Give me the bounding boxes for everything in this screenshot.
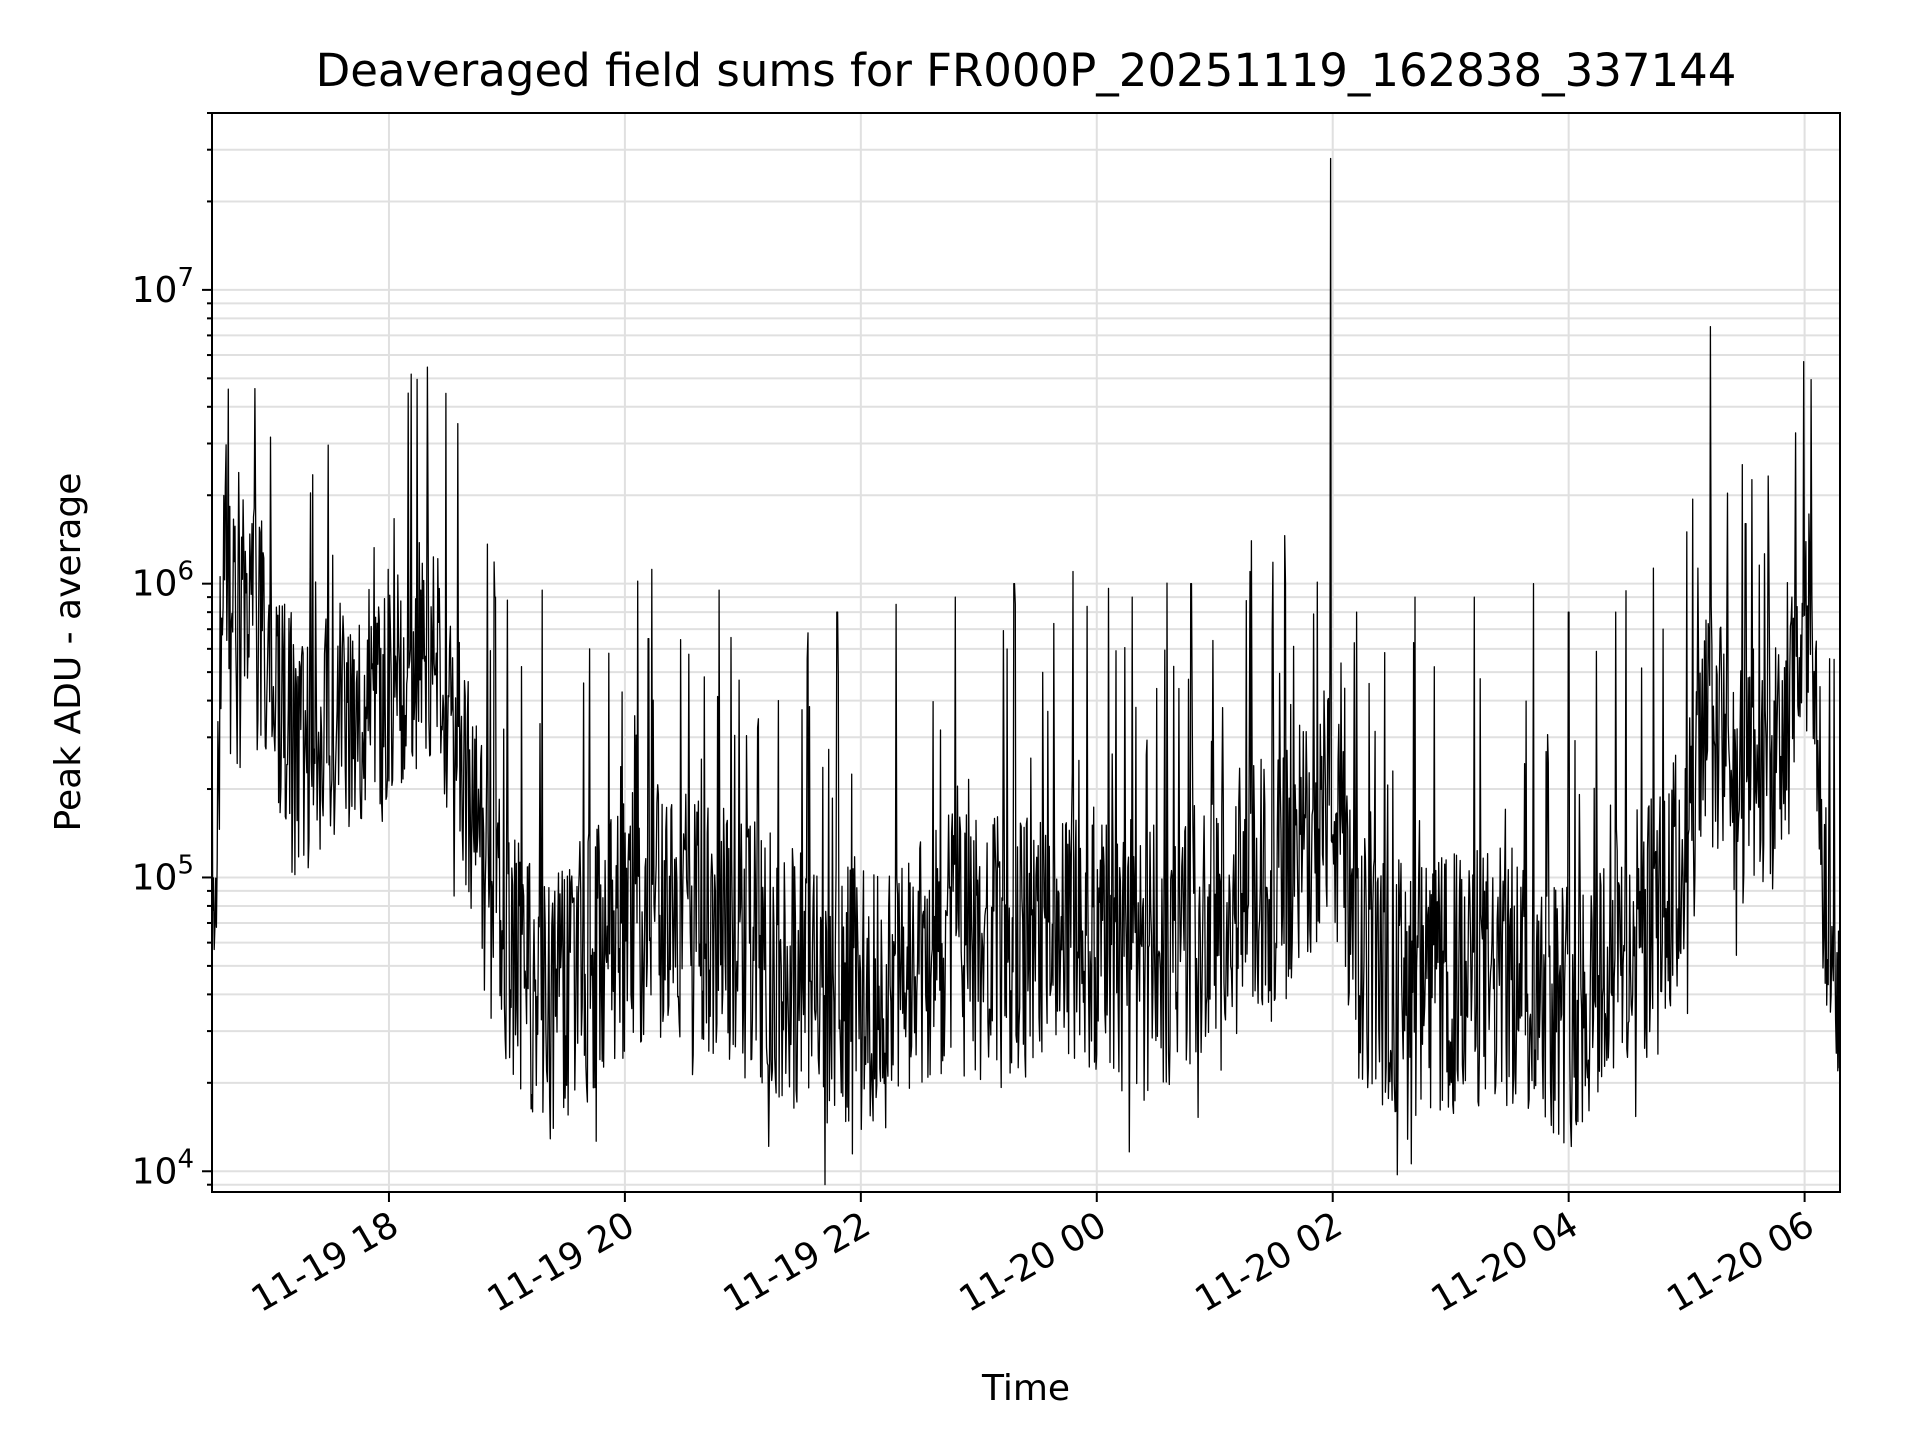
plot-frame — [211, 112, 1841, 1193]
y-tick-base: 10 — [132, 1151, 178, 1192]
chart-title: Deaveraged field sums for FR000P_2025111… — [316, 44, 1737, 97]
y-tick-label: 107 — [132, 263, 194, 311]
y-tick-exponent: 7 — [177, 263, 194, 293]
y-tick-exponent: 4 — [177, 1144, 194, 1174]
y-tick-label: 106 — [132, 557, 194, 605]
y-tick-exponent: 5 — [177, 850, 194, 880]
y-tick-base: 10 — [132, 270, 178, 311]
y-axis-label: Peak ADU - average — [48, 473, 89, 832]
y-tick-exponent: 6 — [177, 557, 194, 587]
y-tick-label: 105 — [132, 850, 194, 898]
series-layer — [211, 157, 1841, 1186]
y-tick-base: 10 — [132, 857, 178, 898]
y-tick-label: 104 — [132, 1144, 194, 1192]
x-axis-label: Time — [981, 1368, 1070, 1409]
series-line — [211, 157, 1841, 1186]
y-tick-base: 10 — [132, 564, 178, 605]
